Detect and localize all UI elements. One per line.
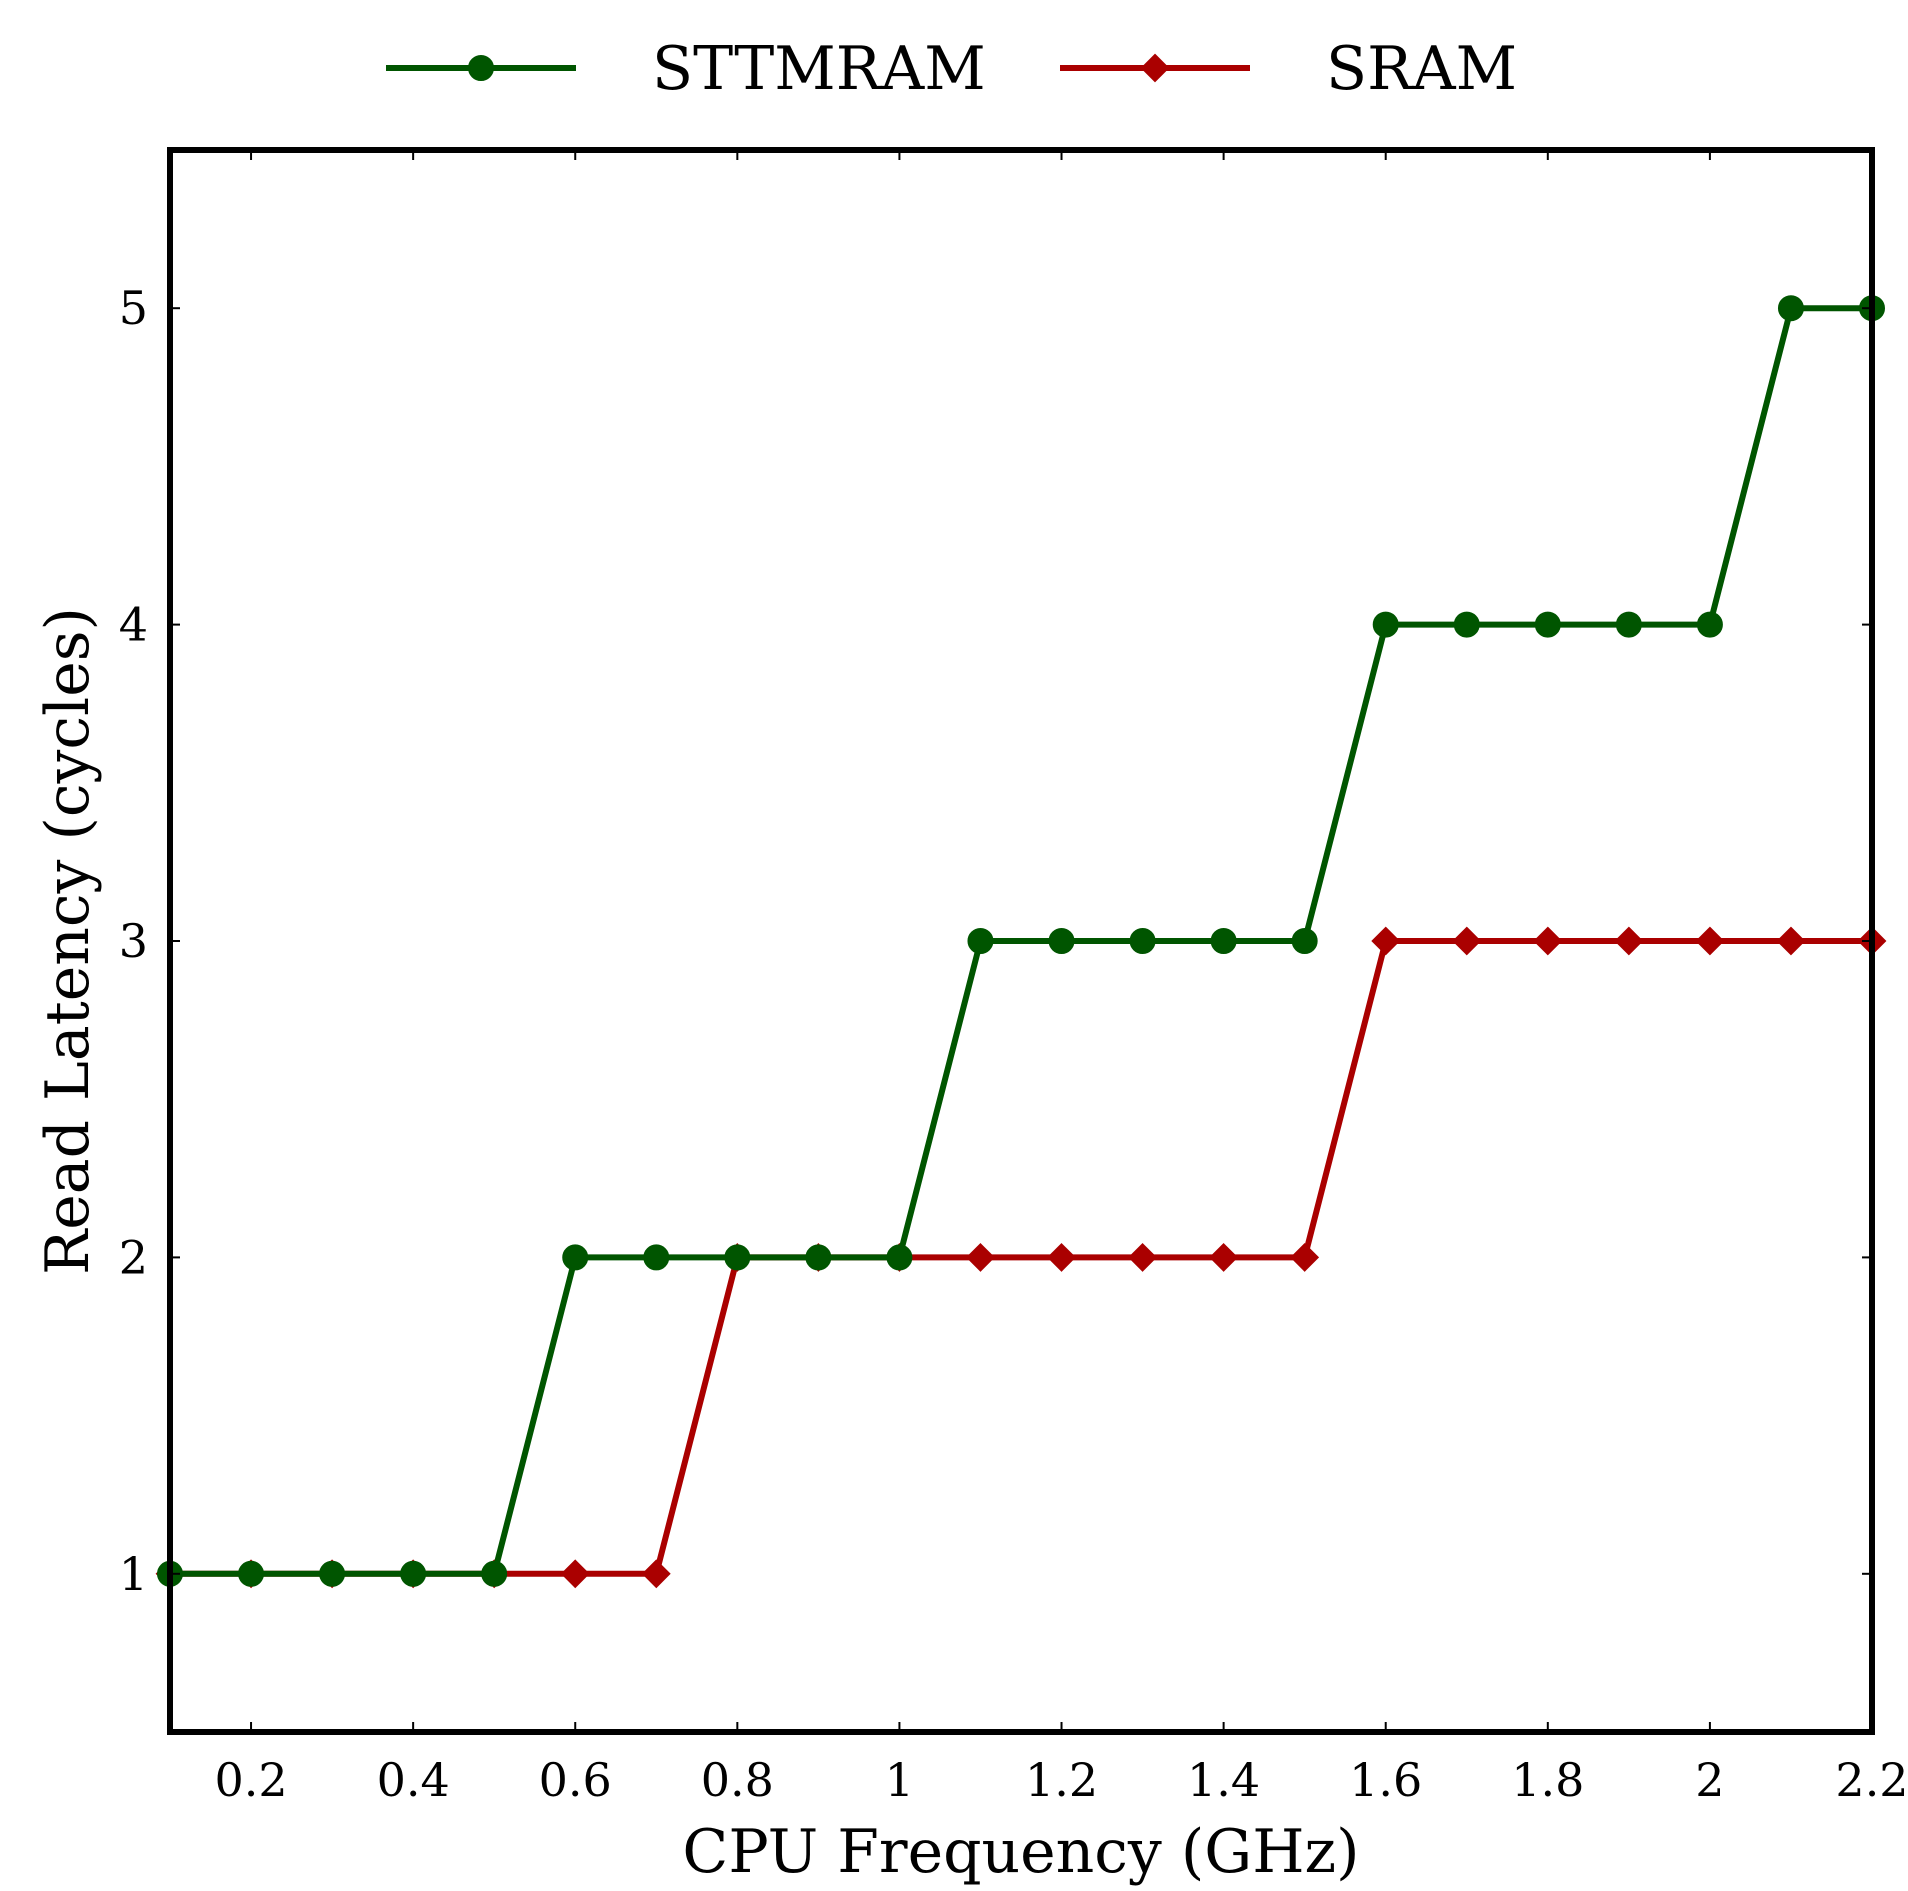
x-tick-label: 2 xyxy=(1695,1753,1724,1807)
axes: 0.2 0.4 0.6 0.8 1 1.2 1.4 1.6 1.8 2 2.2 1 2 3 4 5 CPU Fr… xyxy=(33,147,1908,1887)
data-point-sttmram xyxy=(643,1244,670,1271)
x-tick-label: 1 xyxy=(885,1753,914,1807)
data-point-sram xyxy=(1776,926,1806,956)
plot-area xyxy=(155,295,1887,1589)
data-point-sram xyxy=(560,1559,590,1589)
series-line-sram xyxy=(170,938,1872,1577)
legend-label-sram: SRAM xyxy=(1326,34,1517,104)
series-line-sttmram xyxy=(170,305,1872,1577)
data-point-sttmram xyxy=(1129,928,1156,954)
data-point-sram xyxy=(1452,926,1482,956)
y-axis-label: Read Latency (cycles) xyxy=(33,607,103,1275)
data-point-sttmram xyxy=(1048,928,1075,954)
x-tick-label: 0.8 xyxy=(701,1753,774,1807)
data-point-sram xyxy=(641,1559,671,1589)
data-point-sttmram xyxy=(1777,295,1804,322)
series-sttmram xyxy=(157,295,1885,1587)
x-tick-label: 2.2 xyxy=(1835,1753,1908,1807)
legend-label-sttmram: STTMRAM xyxy=(652,34,986,104)
legend: STTMRAM SRAM xyxy=(386,34,1517,104)
legend-marker-sram xyxy=(1140,53,1170,83)
y-tick-label: 2 xyxy=(119,1230,148,1284)
x-tick-label: 0.6 xyxy=(539,1753,612,1807)
data-point-sttmram xyxy=(1453,611,1480,638)
data-point-sram xyxy=(1533,926,1563,956)
data-point-sttmram xyxy=(1534,611,1561,638)
x-tick-label: 1.6 xyxy=(1349,1753,1422,1807)
x-tick-label: 0.4 xyxy=(377,1753,450,1807)
legend-marker-sttmram xyxy=(468,55,494,81)
data-point-sram xyxy=(1209,1242,1239,1272)
data-point-sttmram xyxy=(400,1560,427,1587)
x-axis-label: CPU Frequency (GHz) xyxy=(682,1817,1359,1887)
data-point-sttmram xyxy=(481,1560,508,1587)
data-point-sram xyxy=(1371,926,1401,956)
data-point-sram xyxy=(966,1242,995,1272)
data-point-sram xyxy=(1128,1242,1157,1272)
data-point-sttmram xyxy=(1615,611,1642,638)
data-point-sttmram xyxy=(238,1560,265,1587)
y-tick-label: 5 xyxy=(119,281,148,335)
data-point-sttmram xyxy=(1372,611,1399,638)
x-tick-label: 1.4 xyxy=(1187,1753,1260,1807)
x-tick-label: 1.8 xyxy=(1511,1753,1584,1807)
y-tick-label: 1 xyxy=(119,1547,148,1601)
y-tick-label: 3 xyxy=(119,914,148,968)
series-sram xyxy=(155,926,1887,1589)
data-point-sttmram xyxy=(886,1244,913,1271)
data-point-sram xyxy=(1614,926,1644,956)
legend-item-sram: SRAM xyxy=(1060,34,1517,104)
x-tick-label: 1.2 xyxy=(1025,1753,1098,1807)
data-point-sttmram xyxy=(1210,928,1237,954)
data-point-sttmram xyxy=(319,1560,346,1587)
legend-item-sttmram: STTMRAM xyxy=(386,34,986,104)
data-point-sttmram xyxy=(562,1244,589,1271)
data-point-sttmram xyxy=(724,1244,751,1271)
data-point-sram xyxy=(1695,926,1725,956)
data-point-sttmram xyxy=(805,1244,832,1271)
data-point-sram xyxy=(1047,1242,1076,1272)
data-point-sttmram xyxy=(967,928,994,954)
y-tick-label: 4 xyxy=(119,598,148,652)
data-point-sram xyxy=(1290,1242,1320,1272)
data-point-sttmram xyxy=(1291,928,1318,954)
data-point-sttmram xyxy=(1696,611,1723,638)
x-tick-label: 0.2 xyxy=(214,1753,287,1807)
